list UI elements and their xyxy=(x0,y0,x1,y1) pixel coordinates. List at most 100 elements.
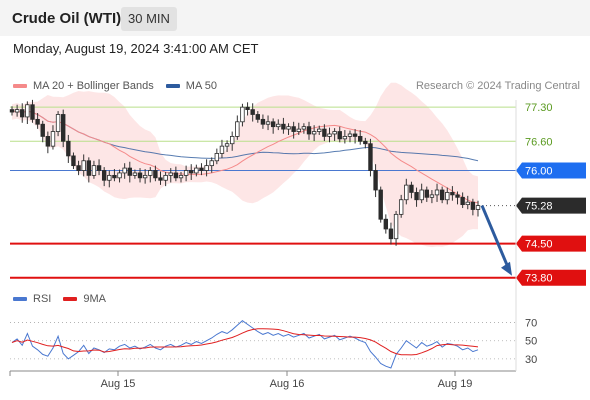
candle-body xyxy=(424,189,429,198)
level-tag-75.28 xyxy=(516,197,586,214)
candle-body xyxy=(281,123,286,130)
candle-body xyxy=(86,160,92,176)
ma20-legend-label: MA 20 + Bollinger Bands xyxy=(33,80,154,92)
candle-body xyxy=(45,136,51,147)
candle-body xyxy=(25,104,30,118)
candle-body xyxy=(393,213,399,240)
candle-body xyxy=(260,118,266,125)
candle-body xyxy=(317,128,322,132)
credit-text: Research © 2024 Trading Central xyxy=(415,80,580,92)
forecast-arrow xyxy=(480,205,512,276)
forecast-arrow-shaft xyxy=(480,205,511,271)
candle-body xyxy=(414,192,419,201)
candles xyxy=(9,99,481,246)
candle-body xyxy=(96,165,102,171)
rsi-ma-legend-label: 9MA xyxy=(83,293,106,305)
price-legend: MA 20 + Bollinger Bands MA 50 xyxy=(13,80,217,92)
candle-body xyxy=(286,126,291,130)
candle-body xyxy=(204,165,209,171)
candle-body xyxy=(291,126,296,132)
candle-body xyxy=(199,167,204,171)
candle-body xyxy=(460,196,465,206)
candle-body xyxy=(168,172,173,176)
ma50-legend-label: MA 50 xyxy=(185,80,217,92)
candle-body xyxy=(71,155,76,167)
rsi-tick-30: 30 xyxy=(525,354,537,366)
rsi-swatch xyxy=(13,297,27,301)
candle-body xyxy=(332,131,337,135)
candle-body xyxy=(358,136,363,142)
timeframe-button[interactable]: 30 MIN xyxy=(121,7,177,31)
bollinger-bands xyxy=(12,82,478,248)
candle-body xyxy=(148,170,153,176)
level-tags: 77.30 76.60 76.00 75.28 74.50 73.80 xyxy=(516,102,586,286)
candle-body xyxy=(137,172,143,179)
rsi-legend: RSI 9MA xyxy=(13,293,106,305)
candle-body xyxy=(55,114,61,132)
candle-body xyxy=(475,205,481,210)
candle-body xyxy=(132,172,138,176)
candle-body xyxy=(439,189,445,201)
x-tick-label: Aug 15 xyxy=(101,378,136,390)
forecast-arrow-head xyxy=(501,261,512,276)
candle-body xyxy=(35,118,40,125)
candle-body xyxy=(265,121,271,125)
instrument-title: Crude Oil (WTI) xyxy=(12,10,122,27)
level-tag-76.00 xyxy=(516,162,586,179)
candle-body xyxy=(404,184,409,201)
rsi-ma-swatch xyxy=(63,297,78,301)
ma50-swatch xyxy=(165,84,180,88)
candle-body xyxy=(178,174,184,179)
candle-body xyxy=(158,177,163,181)
candle-body xyxy=(81,160,86,171)
ma20-line xyxy=(11,110,479,204)
candle-body xyxy=(194,167,199,174)
level-label-73.80: 73.80 xyxy=(525,273,553,285)
level-tag-74.50 xyxy=(516,235,586,252)
level-label-77.30: 77.30 xyxy=(525,102,553,114)
candle-body xyxy=(235,121,240,137)
candle-body xyxy=(9,109,15,113)
candle-body xyxy=(117,172,122,179)
candle-body xyxy=(101,170,107,181)
candle-body xyxy=(270,121,276,128)
level-label-76.00: 76.00 xyxy=(525,166,553,178)
x-tick-label: Aug 19 xyxy=(438,378,473,390)
candle-body xyxy=(373,170,378,191)
candle-body xyxy=(276,123,281,128)
candle-body xyxy=(434,189,440,196)
candle-body xyxy=(470,201,476,210)
candle-body xyxy=(352,133,358,137)
rsi-tick-50: 50 xyxy=(525,336,537,348)
candle-body xyxy=(50,131,56,147)
rsi-panel: 70 50 30 xyxy=(10,318,537,369)
ma20-swatch xyxy=(13,84,27,88)
candle-body xyxy=(388,228,394,240)
candle-body xyxy=(76,165,81,171)
candle-body xyxy=(14,109,20,113)
bollinger-band-area xyxy=(12,82,478,248)
candle-body xyxy=(189,170,194,174)
candle-body xyxy=(363,140,368,145)
x-tick-label: Aug 16 xyxy=(270,378,305,390)
level-tag-73.80 xyxy=(516,269,586,286)
chart-datetime: Monday, August 19, 2024 3:41:00 AM CET xyxy=(13,41,259,56)
candle-body xyxy=(219,145,225,154)
candle-body xyxy=(61,114,66,142)
candle-body xyxy=(127,167,132,176)
candle-body xyxy=(342,136,348,140)
candle-body xyxy=(296,128,301,132)
candle-body xyxy=(240,106,245,123)
candle-body xyxy=(255,114,261,120)
candle-body xyxy=(91,165,97,176)
candle-body xyxy=(112,174,117,179)
candle-body xyxy=(20,109,25,118)
candle-body xyxy=(40,123,45,137)
candle-body xyxy=(66,140,71,157)
candle-body xyxy=(378,189,383,220)
candle-body xyxy=(327,133,332,137)
chart-header: Crude Oil (WTI) 30 MIN xyxy=(0,0,590,36)
x-axis: Aug 15 Aug 16 Aug 19 xyxy=(9,100,517,390)
candle-body xyxy=(30,104,35,120)
